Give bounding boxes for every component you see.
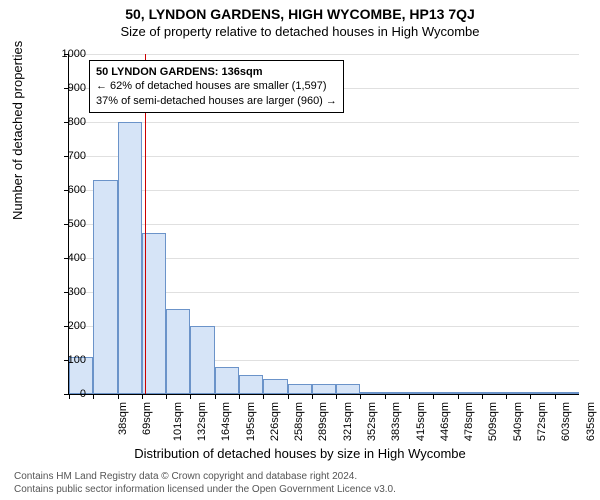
histogram-bar [506, 392, 530, 394]
xtick-label: 226sqm [269, 402, 281, 441]
xtick-label: 478sqm [463, 402, 475, 441]
xtick-label: 132sqm [196, 402, 208, 441]
ytick-label: 600 [46, 184, 86, 196]
histogram-bar [166, 309, 190, 394]
histogram-bar [190, 326, 214, 394]
histogram-bar [409, 392, 433, 394]
y-axis-label: Number of detached properties [10, 41, 25, 220]
ytick-label: 100 [46, 354, 86, 366]
xtick-mark [409, 394, 410, 399]
xtick-mark [385, 394, 386, 399]
histogram-bar [93, 180, 117, 394]
annot-line3: 37% of semi-detached houses are larger (… [96, 94, 337, 108]
histogram-bar [360, 392, 384, 394]
footer-line1: Contains HM Land Registry data © Crown c… [14, 471, 396, 484]
histogram-bar [215, 367, 239, 394]
xtick-label: 69sqm [141, 402, 153, 435]
ytick-label: 200 [46, 320, 86, 332]
histogram-bar [482, 392, 506, 394]
xtick-label: 38sqm [117, 402, 129, 435]
plot-area: 50 LYNDON GARDENS: 136sqm← 62% of detach… [68, 54, 579, 395]
xtick-label: 415sqm [415, 402, 427, 441]
xtick-mark [506, 394, 507, 399]
ytick-label: 1000 [46, 48, 86, 60]
xtick-label: 540sqm [512, 402, 524, 441]
histogram-bar [118, 122, 142, 394]
xtick-label: 635sqm [585, 402, 597, 441]
histogram-bar [288, 384, 312, 394]
xtick-mark [166, 394, 167, 399]
histogram-bar [263, 379, 287, 394]
xtick-mark [360, 394, 361, 399]
ytick-label: 900 [46, 82, 86, 94]
chart-subtitle: Size of property relative to detached ho… [0, 22, 600, 39]
chart-title: 50, LYNDON GARDENS, HIGH WYCOMBE, HP13 7… [0, 0, 600, 22]
ytick-label: 700 [46, 150, 86, 162]
annot-line2: ← 62% of detached houses are smaller (1,… [96, 79, 337, 93]
ytick-label: 500 [46, 218, 86, 230]
histogram-bar [530, 392, 554, 394]
xtick-label: 446sqm [439, 402, 451, 441]
chart-container: 50, LYNDON GARDENS, HIGH WYCOMBE, HP13 7… [0, 0, 600, 500]
xtick-mark [118, 394, 119, 399]
xtick-label: 258sqm [293, 402, 305, 441]
x-axis-label: Distribution of detached houses by size … [0, 446, 600, 461]
xtick-label: 352sqm [366, 402, 378, 441]
ytick-label: 400 [46, 252, 86, 264]
xtick-mark [239, 394, 240, 399]
histogram-bar [312, 384, 336, 394]
xtick-label: 321sqm [342, 402, 354, 441]
xtick-mark [288, 394, 289, 399]
annot-line1: 50 LYNDON GARDENS: 136sqm [96, 65, 337, 79]
xtick-mark [215, 394, 216, 399]
annotation-box: 50 LYNDON GARDENS: 136sqm← 62% of detach… [89, 60, 344, 113]
xtick-label: 101sqm [172, 402, 184, 441]
xtick-mark [482, 394, 483, 399]
histogram-bar [385, 392, 409, 394]
histogram-bar [555, 392, 579, 394]
xtick-mark [263, 394, 264, 399]
xtick-label: 195sqm [245, 402, 257, 441]
xtick-label: 603sqm [560, 402, 572, 441]
footer-line2: Contains public sector information licen… [14, 484, 396, 497]
xtick-label: 289sqm [318, 402, 330, 441]
xtick-mark [433, 394, 434, 399]
xtick-mark [530, 394, 531, 399]
xtick-mark [555, 394, 556, 399]
histogram-bar [458, 392, 482, 394]
xtick-mark [336, 394, 337, 399]
ytick-label: 800 [46, 116, 86, 128]
xtick-mark [93, 394, 94, 399]
xtick-label: 164sqm [220, 402, 232, 441]
histogram-bar [336, 384, 360, 394]
histogram-bar [239, 375, 263, 394]
ytick-label: 0 [46, 388, 86, 400]
xtick-label: 383sqm [390, 402, 402, 441]
xtick-label: 572sqm [536, 402, 548, 441]
ytick-label: 300 [46, 286, 86, 298]
xtick-label: 509sqm [488, 402, 500, 441]
histogram-bar [433, 392, 457, 394]
xtick-mark [190, 394, 191, 399]
footer-attribution: Contains HM Land Registry data © Crown c… [14, 471, 396, 496]
xtick-mark [312, 394, 313, 399]
xtick-mark [458, 394, 459, 399]
xtick-mark [142, 394, 143, 399]
